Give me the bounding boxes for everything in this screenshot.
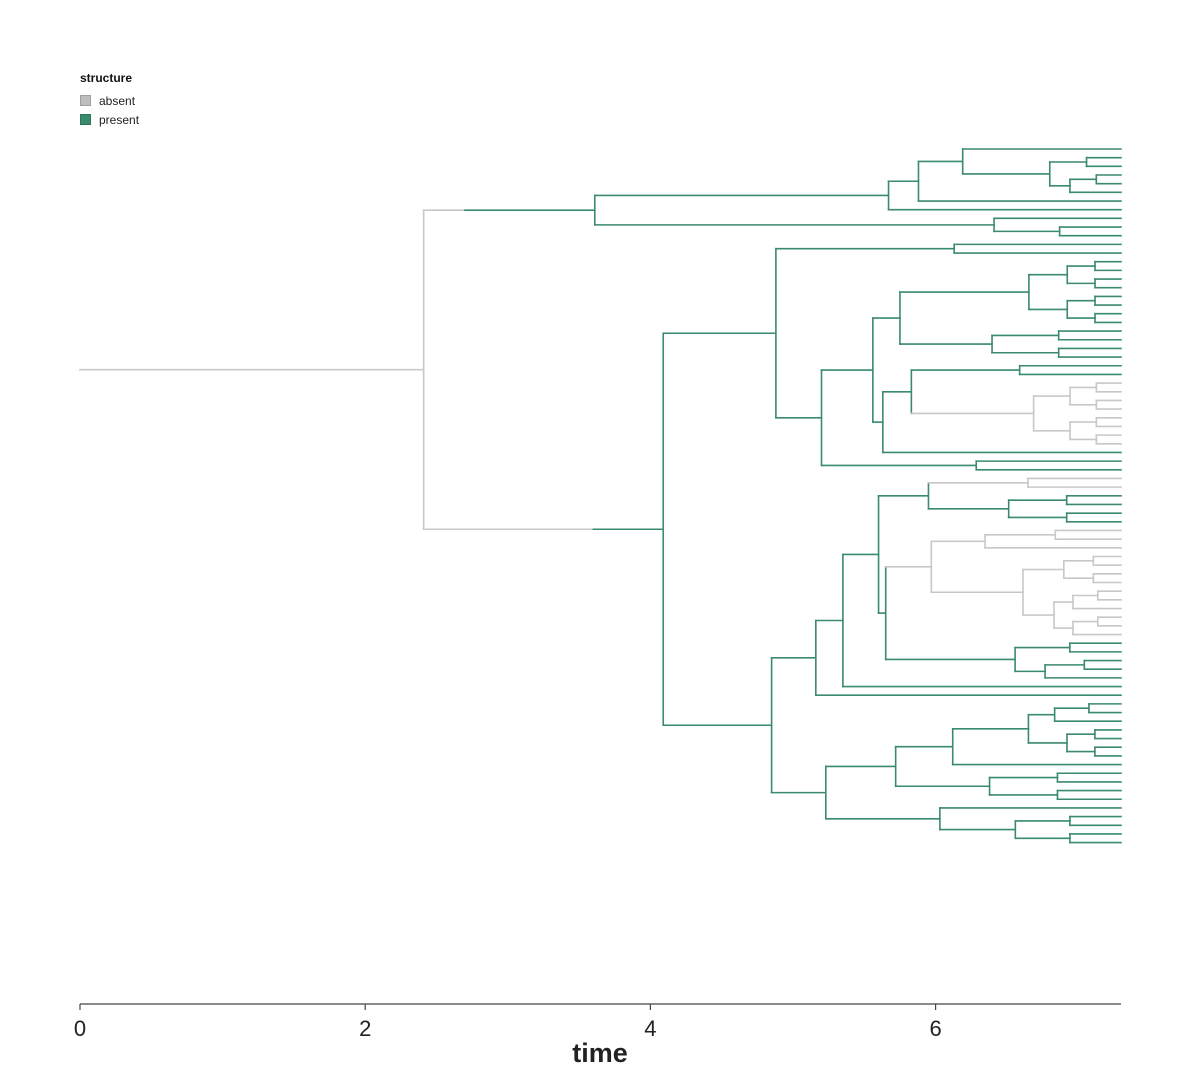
- x-axis-title: time: [572, 1038, 628, 1068]
- legend-item-present: present: [80, 110, 139, 129]
- x-tick-label-4: 4: [644, 1016, 656, 1041]
- legend: structure absent present: [80, 71, 139, 129]
- legend-swatch-present: [80, 114, 91, 125]
- legend-item-absent: absent: [80, 91, 139, 110]
- legend-label-present: present: [99, 112, 140, 127]
- tree-branches: [79, 148, 1122, 844]
- legend-label-absent: absent: [99, 93, 136, 108]
- legend-swatch-absent: [80, 95, 91, 106]
- x-axis: 0 2 4 6: [74, 1003, 1121, 1041]
- legend-title: structure: [80, 71, 133, 85]
- x-tick-label-2: 2: [359, 1016, 371, 1041]
- x-tick-label-6: 6: [929, 1016, 941, 1041]
- x-tick-label-0: 0: [74, 1016, 86, 1041]
